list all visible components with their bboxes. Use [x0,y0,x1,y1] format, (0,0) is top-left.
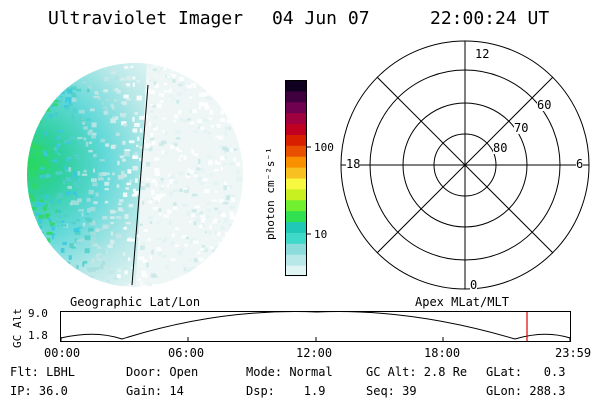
date-label: 04 Jun 07 [272,8,370,29]
colorbar-segment [285,210,307,223]
orbit-xtick-0600: 06:00 [168,346,205,360]
colorbar-segment [285,156,307,168]
footer-flt: Flt: LBHL [10,365,76,379]
mlt-label-18: 18 [346,157,361,171]
colorbar-segment [285,123,307,135]
lat-label-70: 70 [514,121,529,135]
orbit-xtick-1800: 18:00 [424,346,461,360]
footer-gain: Gain: 14 [126,384,184,398]
colorbar-segment [285,101,307,114]
footer-door: Door: Open [126,365,199,379]
orbit-xtick-2359: 23:59 [555,346,592,360]
colorbar-segment [285,265,307,277]
lat-label-80: 80 [493,141,508,155]
colorbar-unit-label: photon cm⁻²s⁻¹ [264,147,277,240]
orbit-ytick-top: 9.0 [28,307,48,320]
polar-plot [340,40,590,290]
apex-label: Apex MLat/MLT [415,295,509,309]
instrument-title: Ultraviolet Imager [48,8,244,29]
orbit-xtick-1200: 12:00 [296,346,333,360]
footer-glon: GLon: 288.3 [486,384,566,398]
orbit-xtick-0000: 00:00 [44,346,81,360]
footer-glat: GLat: 0.3 [486,365,566,379]
colorbar-segment [285,112,307,125]
time-label: 22:00:24 UT [430,8,550,29]
colorbar-segment [285,254,307,266]
orbit-altitude-plot [60,311,571,342]
colorbar-segment [285,167,307,179]
colorbar-segment [285,232,307,244]
colorbar-segment [285,80,307,92]
colorbar-tick-100: 100 [314,141,334,154]
colorbar-segment [285,221,307,233]
lat-label-60: 60 [537,98,552,112]
colorbar-segment [285,134,307,146]
colorbar-tick-10: 10 [314,228,328,241]
footer-dsp: Dsp: 1.9 [246,384,326,398]
terminator-line [131,84,149,286]
mlt-label-6: 6 [576,157,584,171]
colorbar-segment [285,188,307,201]
mlt-label-12: 12 [475,47,490,61]
orbit-ytick-bottom: 1.8 [28,329,48,342]
footer-mode: Mode: Normal [246,365,333,379]
colorbar-segment [285,145,307,157]
colorbar-segment [285,90,307,103]
mlt-label-0: 0 [470,278,478,292]
geographic-label: Geographic Lat/Lon [70,295,201,309]
orbit-ylabel: GC Alt [11,308,24,348]
colorbar-segment [285,199,307,212]
footer-ip: IP: 36.0 [10,384,68,398]
colorbar-segment [285,243,307,255]
footer-gcalt: GC Alt: 2.8 Re [366,365,468,379]
color-bar [285,80,311,277]
footer-seq: Seq: 39 [366,384,417,398]
colorbar-segment [285,178,307,190]
